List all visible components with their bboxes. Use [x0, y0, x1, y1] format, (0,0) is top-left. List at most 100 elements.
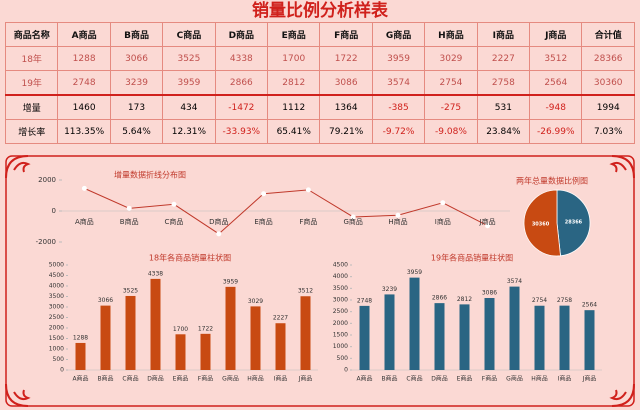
x-tick-label: C商品 — [122, 375, 138, 383]
y-tick-label: 3000 — [49, 304, 64, 311]
x-tick-label: G商品 — [506, 375, 523, 383]
bar — [459, 304, 470, 370]
y-tick-label: 2500 — [49, 314, 64, 321]
data-label: 3029 — [248, 298, 263, 305]
data-table: 商品名称 A商品 B商品 C商品 D商品 E商品 F商品 G商品 H商品 I商品 J商品 合计值 18年… — [4, 22, 635, 144]
table-cell: G商品 — [371, 22, 426, 47]
y-tick-label: 2000 — [333, 320, 348, 327]
table-row: 18年 1288 3066 3525 4338 1700 1722 3959 3029 2227 3… — [4, 46, 635, 71]
table-cell: -948 — [529, 94, 583, 120]
data-label: 1288 — [73, 334, 88, 341]
table-row: 增量 1460 173 434 -1472 1112 1364 -385 -275 531 -948… — [4, 94, 635, 120]
corner-ornament — [5, 155, 31, 179]
y-tick-label: 500 — [53, 356, 65, 363]
bar — [250, 306, 261, 370]
y-tick-label: 4000 — [333, 273, 348, 280]
table-cell: 增长率 — [4, 119, 59, 144]
y-tick-label: 4500 — [333, 262, 348, 269]
table-cell: 531 — [476, 94, 531, 120]
x-tick-label: B商品 — [381, 375, 397, 383]
table-cell: -33.93% — [214, 119, 269, 144]
data-label: 3512 — [298, 288, 313, 295]
table-cell: 2564 — [529, 70, 583, 96]
table-row: 商品名称 A商品 B商品 C商品 D商品 E商品 F商品 G商品 H商品 I商品 J商品 合计值 — [4, 22, 635, 47]
y-tick-label: 3500 — [49, 293, 64, 300]
bar — [359, 305, 370, 370]
y-tick-label: 1500 — [333, 332, 348, 339]
bar — [434, 303, 445, 370]
bar — [300, 296, 311, 370]
table-cell: 1112 — [267, 94, 321, 120]
page-title: 销量比例分析样表 — [252, 1, 388, 21]
data-label: 2758 — [557, 297, 572, 304]
table-row: 增长率 113.35% 5.64% 12.31% -33.93% 65.41% 79.21%… — [4, 119, 635, 144]
y-tick-label: 0 — [344, 367, 348, 374]
x-tick-label: F商品 — [299, 217, 317, 226]
table-cell: 3959 — [371, 46, 426, 71]
table-cell: 7.03% — [581, 119, 635, 144]
table-cell: 3066 — [109, 46, 164, 71]
bar — [125, 295, 136, 370]
table-cell: -26.99% — [529, 119, 583, 144]
x-tick-label: H商品 — [247, 375, 264, 383]
x-tick-label: D商品 — [431, 375, 448, 383]
x-tick-label: F商品 — [482, 375, 497, 383]
data-label: 3525 — [123, 287, 138, 294]
x-tick-label: A商品 — [356, 375, 372, 383]
data-label: 3959 — [223, 278, 238, 285]
point — [216, 231, 222, 237]
x-tick-label: I商品 — [558, 375, 572, 383]
bar — [75, 342, 86, 370]
y-tick-label: 1000 — [49, 346, 64, 353]
table-cell: 5.64% — [109, 119, 164, 144]
data-label: 4338 — [148, 270, 163, 277]
y-tick-label: 3000 — [333, 297, 348, 304]
data-label: 2866 — [432, 295, 447, 302]
table-cell: B商品 — [109, 22, 164, 47]
table-cell: 65.41% — [267, 119, 321, 144]
y-tick-label: 2000 — [38, 176, 56, 184]
table-cell: 3525 — [162, 46, 216, 71]
point — [81, 185, 87, 191]
point — [171, 201, 177, 207]
table-cell: 28366 — [581, 46, 635, 71]
data-label: 2227 — [273, 315, 288, 322]
chart-title: 18年各商品销量柱状图 — [149, 253, 231, 263]
point — [305, 187, 311, 193]
bar — [409, 277, 420, 370]
pie-slice — [556, 189, 591, 257]
point — [440, 200, 446, 206]
point — [261, 191, 267, 197]
table-cell: 1288 — [57, 46, 111, 71]
point — [126, 205, 132, 211]
bar — [200, 333, 211, 370]
panel-border — [5, 155, 635, 407]
point — [395, 212, 401, 218]
x-tick-label: H商品 — [531, 375, 548, 383]
table-cell: 30360 — [581, 70, 635, 96]
table-cell: E商品 — [267, 22, 321, 47]
x-tick-label: A商品 — [72, 375, 88, 383]
table-cell: 1722 — [319, 46, 373, 71]
x-tick-label: E商品 — [457, 375, 473, 383]
table-cell: 113.35% — [57, 119, 111, 144]
x-tick-label: B商品 — [97, 375, 113, 383]
y-tick-label: 0 — [52, 207, 56, 215]
data-label: 2754 — [532, 297, 547, 304]
x-tick-label: F商品 — [198, 375, 213, 383]
data-label: 3066 — [98, 297, 113, 304]
table-cell: 增量 — [4, 94, 59, 120]
data-label: 3959 — [407, 269, 422, 276]
table-cell: 79.21% — [319, 119, 373, 144]
bar — [534, 305, 545, 370]
slice-label: 28366 — [565, 220, 583, 226]
table-cell: -275 — [424, 94, 478, 120]
x-tick-label: I商品 — [274, 375, 288, 383]
x-tick-label: I商品 — [435, 217, 451, 226]
table-cell: 12.31% — [162, 119, 216, 144]
bar — [559, 305, 570, 370]
data-label: 1722 — [198, 325, 213, 332]
x-tick-label: E商品 — [173, 375, 189, 383]
data-label: 2564 — [582, 302, 597, 309]
